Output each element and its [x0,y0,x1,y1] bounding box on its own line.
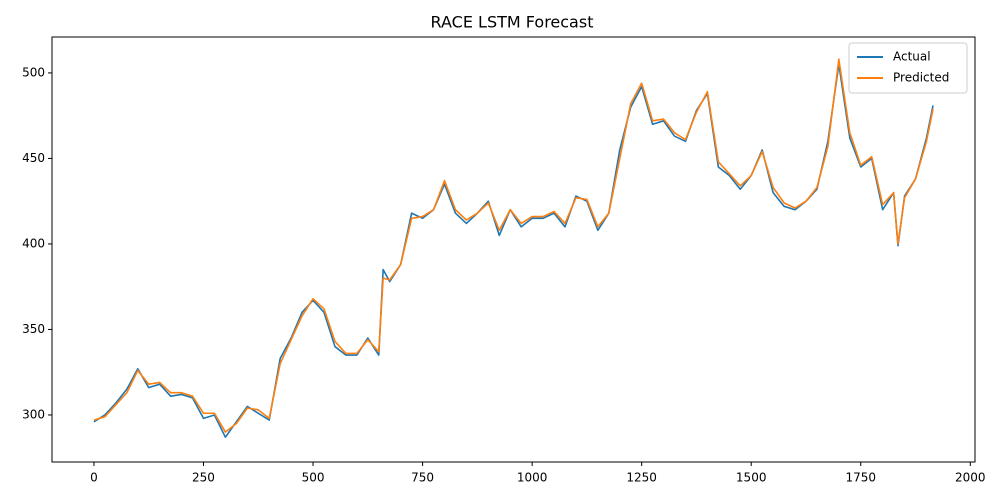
y-tick-label: 350 [22,322,45,336]
x-tick-label: 500 [302,471,325,485]
plot-frame [51,36,976,463]
x-tick-label: 250 [192,471,215,485]
chart-title: RACE LSTM Forecast [431,13,594,32]
series-line [93,58,934,433]
legend-box [848,42,968,94]
y-tick-label: 400 [22,236,45,250]
y-tick-label: 500 [22,65,45,79]
y-tick-label: 300 [22,407,45,421]
x-tick-label: 1500 [736,471,767,485]
x-tick-label: 1000 [517,471,548,485]
x-tick-label: 2000 [955,471,986,485]
y-tick-label: 450 [22,151,45,165]
legend-label: Actual [893,50,931,64]
x-tick-label: 750 [411,471,434,485]
x-tick-label: 1250 [626,471,657,485]
x-tick-label: 0 [90,471,98,485]
x-tick-label: 1750 [845,471,876,485]
legend-label: Predicted [893,71,949,85]
